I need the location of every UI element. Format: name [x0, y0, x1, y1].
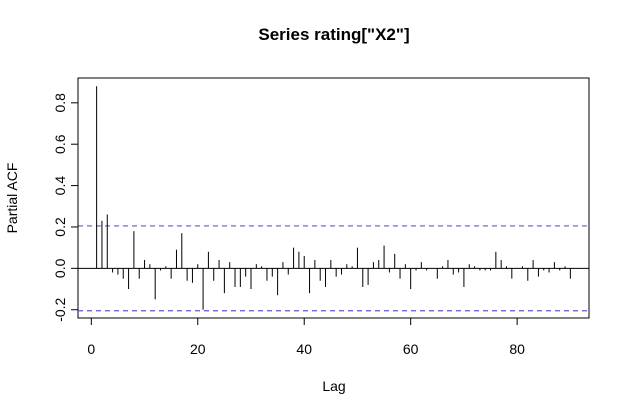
- x-axis: 0 20 40 60 80: [87, 317, 525, 357]
- confidence-bounds: [78, 225, 589, 312]
- chart-title: Series rating["X2"]: [258, 25, 409, 44]
- pacf-bars: [96, 86, 571, 310]
- plot-frame: [77, 77, 590, 319]
- x-tick-label: 80: [509, 341, 525, 357]
- y-tick-label: 0.0: [52, 258, 68, 278]
- x-tick-label: 20: [190, 341, 206, 357]
- y-axis: -0.2 0.0 0.2 0.4 0.6 0.8: [52, 93, 79, 322]
- x-axis-label: Lag: [322, 378, 345, 394]
- y-tick-label: 0.6: [52, 134, 68, 154]
- x-tick-label: 40: [296, 341, 312, 357]
- x-tick-label: 60: [403, 341, 419, 357]
- y-tick-label: -0.2: [52, 297, 68, 321]
- y-tick-label: 0.8: [52, 93, 68, 113]
- y-axis-label: Partial ACF: [4, 163, 20, 234]
- x-tick-label: 0: [87, 341, 95, 357]
- y-tick-label: 0.2: [52, 217, 68, 237]
- y-tick-label: 0.4: [52, 176, 68, 196]
